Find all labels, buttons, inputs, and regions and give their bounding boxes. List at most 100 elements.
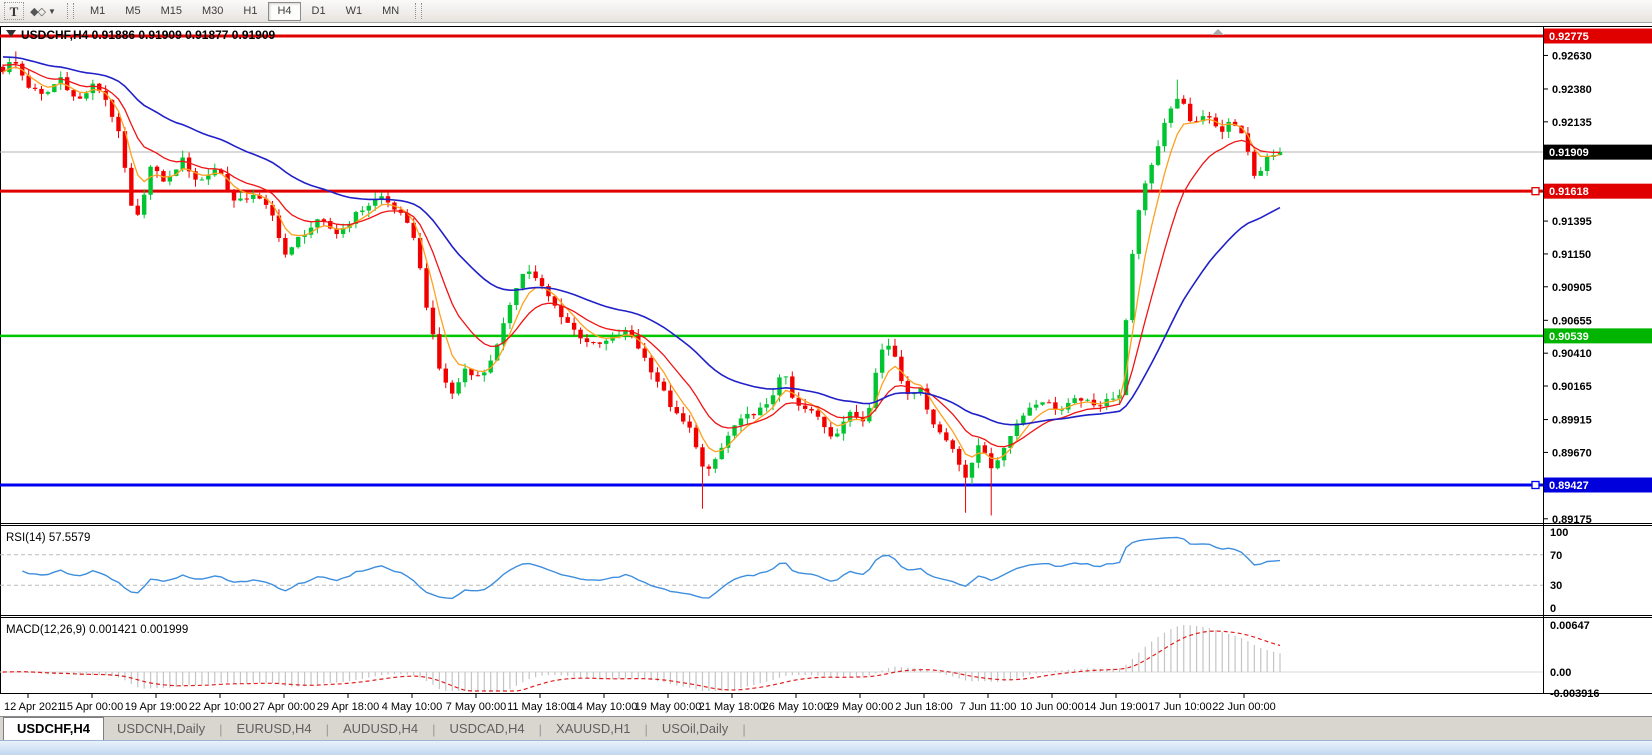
symbol-dropdown-icon[interactable] bbox=[6, 30, 16, 37]
macd-bar bbox=[1189, 625, 1191, 672]
macd-bar bbox=[560, 672, 562, 676]
macd-bar bbox=[162, 672, 165, 689]
tab-xauusd-h1[interactable]: XAUUSD,H1 bbox=[556, 721, 631, 736]
macd-bar bbox=[721, 672, 723, 691]
candle bbox=[533, 271, 538, 279]
tab-audusd-h4[interactable]: AUDUSD,H4 bbox=[343, 721, 419, 736]
timeframe-button-h1[interactable]: H1 bbox=[243, 5, 258, 17]
timeframe-button-m1[interactable]: M1 bbox=[90, 5, 106, 17]
timeframe-group: M1 M5 M15 M30 H1 H4 D1 W1 MN bbox=[80, 0, 409, 23]
macd-bar bbox=[817, 672, 819, 676]
macd-bar bbox=[1131, 658, 1134, 672]
time-label: 11 May 18:00 bbox=[507, 701, 573, 713]
price-tick-label: 0.92630 bbox=[1552, 50, 1592, 62]
chart-shift-marker[interactable] bbox=[1212, 29, 1224, 35]
candle bbox=[1021, 415, 1026, 424]
text-tool-button[interactable]: T bbox=[4, 2, 24, 20]
candle bbox=[956, 448, 962, 465]
timeframe-button-d1[interactable]: D1 bbox=[311, 5, 326, 17]
candle bbox=[1066, 402, 1071, 410]
tab-usdchf-h4[interactable]: USDCHF,H4 bbox=[3, 717, 104, 741]
tab-usoil-daily[interactable]: USOil,Daily bbox=[661, 721, 729, 736]
candle bbox=[13, 62, 19, 64]
timeframe-button-h4[interactable]: H4 bbox=[268, 1, 301, 21]
tab-separator: | bbox=[325, 722, 329, 737]
macd-bar bbox=[175, 672, 177, 688]
candle bbox=[687, 421, 692, 428]
ma-slow-line bbox=[2, 56, 1281, 426]
candle bbox=[321, 219, 327, 222]
tab-separator: | bbox=[644, 722, 648, 737]
candle bbox=[520, 273, 525, 289]
candle bbox=[636, 336, 641, 349]
price-tag bbox=[1544, 144, 1652, 160]
macd-bar bbox=[387, 672, 389, 675]
macd-bar bbox=[291, 672, 293, 687]
candle bbox=[1168, 108, 1174, 123]
macd-bar bbox=[541, 672, 543, 676]
candle bbox=[488, 360, 493, 373]
candle bbox=[39, 88, 44, 94]
candle bbox=[1001, 448, 1007, 461]
candle bbox=[1072, 398, 1077, 403]
candle bbox=[308, 227, 314, 235]
price-tick-label: 0.89915 bbox=[1552, 415, 1592, 427]
chart-tab-bar: USDCHF,H4 USDCNH,Daily | EURUSD,H4 | AUDUSD,H… bbox=[0, 716, 1652, 741]
macd-bar bbox=[1215, 629, 1217, 672]
candle bbox=[462, 368, 468, 383]
line-anchor-handle[interactable] bbox=[1531, 480, 1540, 490]
macd-bar bbox=[714, 672, 716, 691]
macd-bar bbox=[1170, 629, 1172, 672]
tab-eurusd-h4[interactable]: EURUSD,H4 bbox=[236, 721, 312, 736]
line-anchor-handle[interactable] bbox=[1531, 187, 1540, 196]
candle bbox=[1008, 436, 1013, 449]
macd-bar bbox=[278, 672, 280, 685]
candle bbox=[129, 167, 134, 206]
candle bbox=[328, 221, 333, 229]
candle bbox=[1053, 402, 1058, 410]
macd-bar bbox=[547, 672, 550, 676]
candle bbox=[648, 357, 654, 373]
macd-bar bbox=[535, 672, 537, 678]
candle bbox=[507, 305, 513, 324]
candle bbox=[982, 445, 988, 454]
candle bbox=[0, 66, 6, 73]
macd-bar bbox=[361, 672, 363, 679]
candle bbox=[1200, 116, 1206, 122]
candle bbox=[796, 397, 801, 406]
candle bbox=[1149, 164, 1154, 184]
candle bbox=[64, 77, 70, 91]
macd-bar bbox=[105, 672, 107, 676]
candle bbox=[430, 307, 436, 335]
price-tag bbox=[1544, 28, 1652, 44]
rsi-line bbox=[22, 536, 1281, 600]
macd-scale-label: -0.003916 bbox=[1550, 688, 1600, 700]
timeframe-button-mn[interactable]: MN bbox=[382, 5, 400, 17]
timeframe-button-m15[interactable]: M15 bbox=[160, 5, 182, 17]
candle bbox=[58, 77, 63, 85]
candle bbox=[931, 409, 936, 425]
timeframe-button-m5[interactable]: M5 bbox=[125, 5, 141, 17]
tab-usdcad-h4[interactable]: USDCAD,H4 bbox=[449, 721, 525, 736]
macd-bar bbox=[708, 672, 710, 691]
chart-canvas[interactable]: 0.92630 0.92380 0.92135 0.91395 0.91150 0.909… bbox=[0, 23, 1652, 716]
macd-bar bbox=[445, 672, 447, 691]
macd-bar bbox=[971, 672, 973, 682]
timeframe-button-m30[interactable]: M30 bbox=[201, 5, 224, 17]
time-label: 19 May 00:00 bbox=[635, 701, 702, 713]
macd-bar bbox=[207, 672, 209, 685]
macd-bar bbox=[233, 672, 235, 684]
macd-bar bbox=[804, 672, 806, 676]
candle bbox=[116, 116, 121, 132]
timeframe-button-w1[interactable]: W1 bbox=[345, 5, 363, 17]
tab-separator: | bbox=[219, 722, 223, 737]
macd-bar bbox=[1041, 672, 1044, 673]
tab-usdcnh-daily[interactable]: USDCNH,Daily bbox=[116, 721, 206, 736]
macd-bar bbox=[682, 672, 684, 687]
macd-bar bbox=[599, 672, 601, 680]
macd-bar bbox=[1112, 668, 1114, 672]
candle bbox=[783, 376, 789, 378]
shapes-tool-button[interactable]: ◆◇ ▼ bbox=[26, 2, 60, 20]
price-tick-label: 0.90905 bbox=[1552, 282, 1592, 294]
macd-bar bbox=[304, 672, 306, 687]
